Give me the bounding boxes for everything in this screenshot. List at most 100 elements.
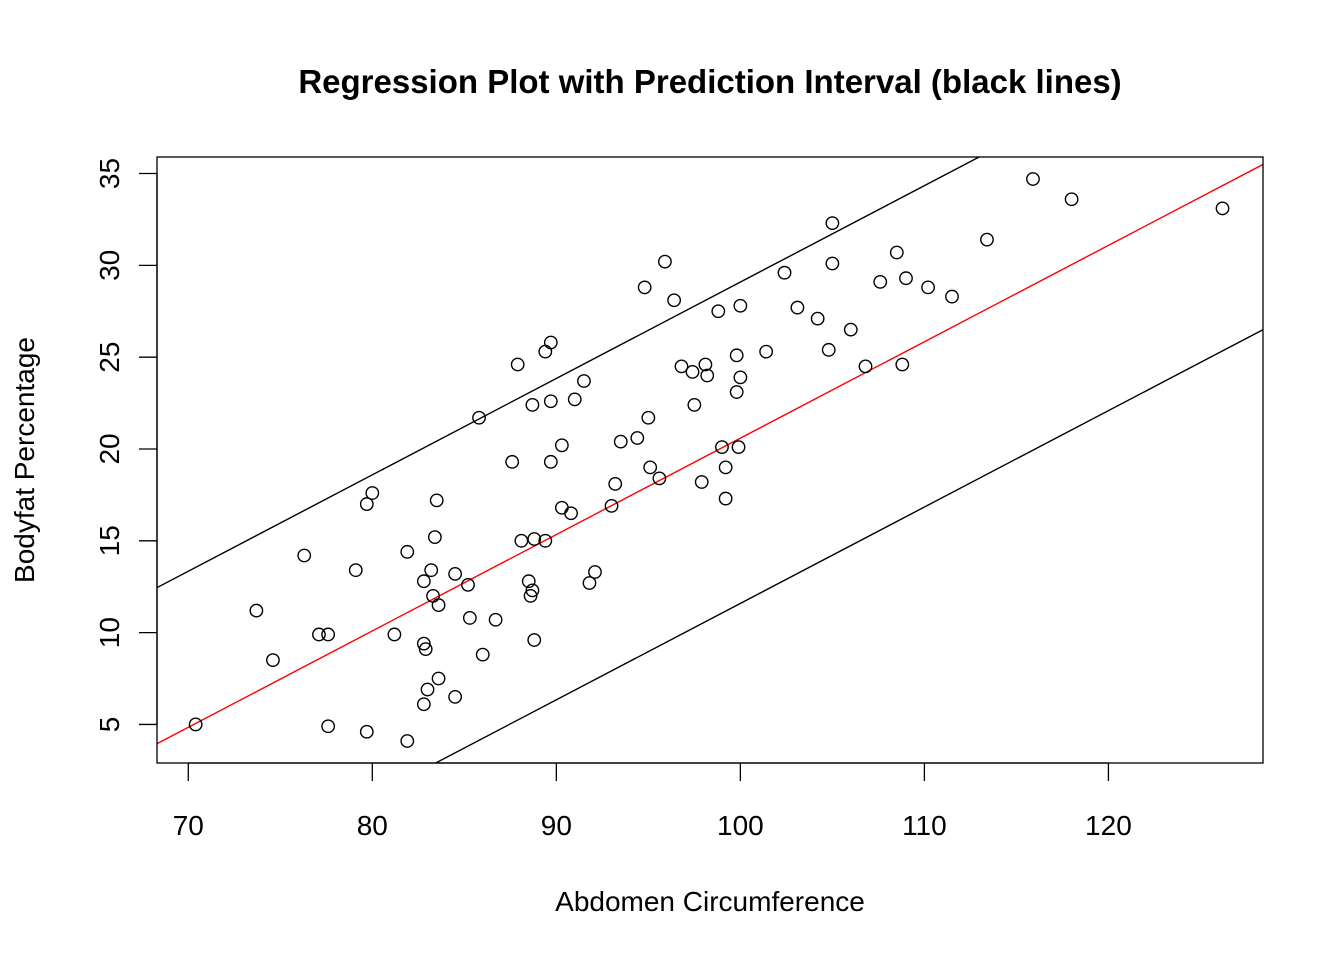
data-point	[427, 530, 442, 545]
data-point	[543, 335, 558, 350]
data-point	[711, 304, 726, 319]
data-point	[718, 460, 733, 475]
data-point	[921, 280, 935, 295]
data-point	[577, 374, 591, 388]
data-point	[637, 280, 652, 295]
data-point	[525, 583, 540, 598]
y-tick-label: 20	[94, 433, 125, 464]
data-point	[400, 544, 415, 559]
data-point	[604, 499, 619, 513]
data-point	[718, 491, 733, 506]
data-point	[462, 611, 477, 625]
y-axis: 5 10 15 20 25 30 35	[94, 158, 158, 733]
data-point	[359, 497, 374, 511]
regression-lines	[157, 157, 1263, 763]
data-points	[188, 172, 1230, 748]
y-tick-label: 35	[94, 158, 125, 189]
data-point	[825, 256, 840, 271]
data-point	[652, 471, 667, 486]
data-point	[821, 342, 836, 357]
data-point	[429, 493, 444, 508]
data-point	[472, 410, 486, 425]
data-point	[567, 392, 582, 407]
data-point	[488, 612, 503, 627]
data-point	[729, 348, 744, 363]
data-point	[461, 577, 475, 592]
data-point	[348, 563, 363, 578]
data-point	[266, 653, 280, 668]
data-point	[658, 254, 672, 269]
x-tick-label: 90	[541, 810, 572, 841]
data-point	[521, 574, 536, 589]
data-point	[1064, 192, 1079, 207]
data-point	[321, 627, 336, 642]
data-point	[527, 532, 542, 546]
data-point	[525, 398, 540, 412]
data-point	[1215, 201, 1230, 216]
data-point	[249, 603, 264, 618]
data-point	[810, 311, 825, 326]
data-point	[582, 576, 597, 590]
y-tick-label: 25	[94, 342, 125, 373]
data-point	[416, 574, 431, 589]
prediction-upper-line	[157, 157, 981, 589]
data-point	[387, 627, 402, 642]
data-point	[694, 475, 709, 489]
data-point	[554, 438, 569, 453]
data-point	[759, 344, 774, 359]
data-point	[554, 500, 569, 515]
data-point	[543, 394, 558, 409]
data-point	[873, 274, 888, 289]
x-tick-label: 70	[173, 810, 204, 841]
data-point	[1026, 172, 1040, 186]
data-point	[475, 647, 490, 662]
data-point	[527, 633, 542, 647]
x-axis: 70 80 90 100 110 120	[173, 762, 1132, 841]
plot-frame	[156, 156, 1264, 764]
data-point	[733, 298, 748, 313]
x-tick-label: 120	[1085, 810, 1132, 841]
x-tick-label: 100	[717, 810, 764, 841]
data-point	[733, 370, 748, 385]
data-point	[790, 300, 805, 315]
data-point	[667, 293, 682, 308]
data-point	[426, 588, 440, 603]
data-point	[505, 454, 520, 469]
prediction-lower-line	[434, 328, 1263, 763]
data-point	[510, 357, 525, 372]
data-point	[674, 359, 689, 374]
data-point	[416, 636, 431, 651]
data-point	[297, 548, 312, 563]
data-point	[365, 486, 380, 500]
data-point	[514, 533, 529, 548]
regression-fit-line	[157, 163, 1263, 745]
data-point	[980, 232, 994, 247]
data-point	[715, 440, 729, 455]
x-axis-label: Abdomen Circumference	[555, 886, 865, 917]
chart-title: Regression Plot with Prediction Interval…	[298, 63, 1121, 100]
data-point	[543, 454, 558, 469]
data-point	[945, 289, 959, 304]
data-point	[424, 563, 439, 578]
data-point	[777, 265, 792, 280]
x-tick-label: 80	[357, 810, 388, 841]
x-tick-label: 110	[902, 810, 947, 841]
data-point	[608, 476, 623, 491]
data-point	[400, 734, 415, 748]
data-point	[564, 506, 578, 521]
y-tick-label: 5	[94, 717, 125, 733]
data-point	[630, 431, 645, 445]
data-point	[538, 533, 553, 548]
data-point	[825, 216, 840, 231]
data-point	[321, 719, 336, 734]
data-point	[588, 565, 602, 579]
data-point	[729, 385, 744, 399]
data-point	[889, 245, 904, 260]
data-point	[416, 697, 431, 712]
data-point	[700, 368, 715, 383]
data-point	[420, 682, 435, 697]
data-point	[431, 598, 446, 612]
data-point	[448, 689, 463, 704]
data-point	[858, 359, 873, 374]
